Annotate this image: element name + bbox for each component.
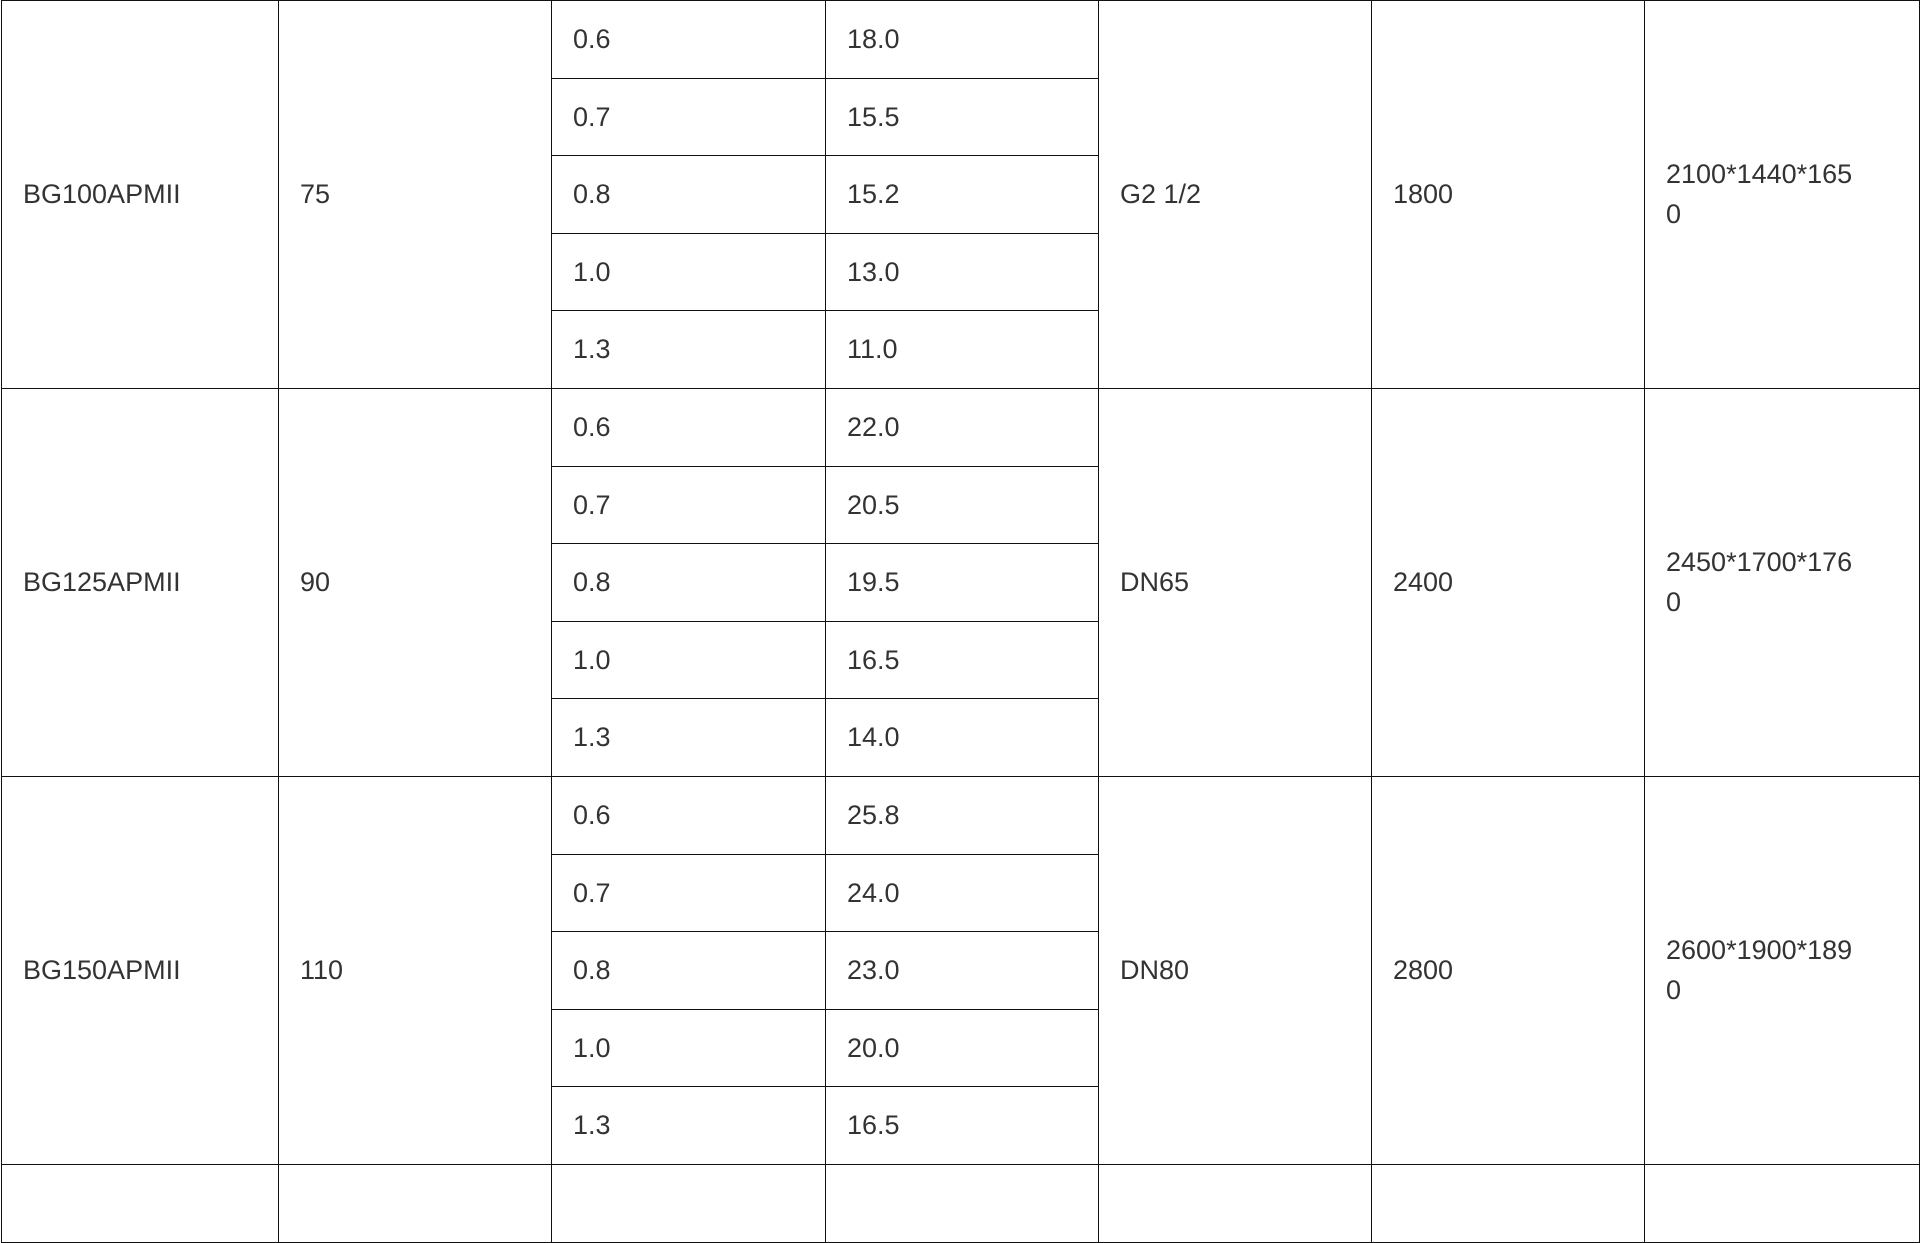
pressure-cell: 1.3 bbox=[551, 698, 826, 777]
flow-cell: 19.5 bbox=[825, 543, 1099, 622]
dimensions-cell: 2450*1700*1760 bbox=[1644, 387, 1920, 777]
table-row: 0.8 23.0 bbox=[2, 931, 1920, 1010]
flow-cell: 14.0 bbox=[825, 698, 1099, 777]
table-row: 0.7 20.5 bbox=[2, 465, 1920, 545]
port-cell: DN65 bbox=[1098, 387, 1372, 777]
empty-cell bbox=[1098, 1163, 1372, 1243]
flow-cell: 13.0 bbox=[825, 232, 1099, 312]
dimensions-cell-text: 2450*1700*1760 bbox=[1666, 546, 1853, 618]
table-row: 0.7 15.5 bbox=[2, 77, 1920, 157]
flow-cell: 20.5 bbox=[825, 465, 1099, 545]
dimensions-cell-text: 2600*1900*1890 bbox=[1666, 934, 1853, 1006]
pressure-cell: 0.7 bbox=[551, 465, 826, 545]
pressure-cell: 0.8 bbox=[551, 543, 826, 622]
port-cell: G2 1/2 bbox=[1098, 0, 1372, 389]
empty-cell bbox=[1, 1163, 279, 1243]
flow-cell: 16.5 bbox=[825, 1086, 1099, 1165]
capacity-cell: 110 bbox=[278, 775, 552, 1165]
flow-cell: 18.0 bbox=[825, 0, 1099, 79]
model-cell: BG125APMII bbox=[1, 387, 279, 777]
pressure-cell: 0.7 bbox=[551, 853, 826, 933]
table-row: 1.3 14.0 bbox=[2, 698, 1920, 777]
weight-cell: 1800 bbox=[1371, 0, 1645, 389]
table-row: BG125APMII 90 0.6 22.0 DN65 2400 2450*1700*176… bbox=[1, 387, 1920, 777]
flow-cell: 15.2 bbox=[825, 155, 1099, 234]
pressure-cell: 0.8 bbox=[551, 155, 826, 234]
empty-cell bbox=[278, 1163, 552, 1243]
table-row: 1.0 13.0 bbox=[2, 232, 1920, 312]
table-row: 1.3 16.5 bbox=[2, 1086, 1920, 1165]
port-cell: DN80 bbox=[1098, 775, 1372, 1165]
table-row: 0.7 24.0 bbox=[2, 853, 1920, 933]
table-row-partial bbox=[1, 1163, 1920, 1243]
flow-cell: 11.0 bbox=[825, 310, 1099, 389]
empty-cell bbox=[1371, 1163, 1645, 1243]
empty-cell bbox=[1644, 1163, 1920, 1243]
pressure-cell: 0.8 bbox=[551, 931, 826, 1010]
dimensions-cell: 2600*1900*1890 bbox=[1644, 775, 1920, 1165]
capacity-cell: 75 bbox=[278, 0, 552, 389]
flow-cell: 22.0 bbox=[825, 387, 1099, 467]
pressure-cell: 1.0 bbox=[551, 1008, 826, 1088]
flow-cell: 24.0 bbox=[825, 853, 1099, 933]
table-row: 1.0 16.5 bbox=[2, 620, 1920, 700]
flow-cell: 20.0 bbox=[825, 1008, 1099, 1088]
flow-cell: 16.5 bbox=[825, 620, 1099, 700]
table-row: BG100APMII 75 0.6 18.0 G2 1/2 1800 2100*1440*1… bbox=[1, 0, 1920, 389]
pressure-cell: 1.3 bbox=[551, 1086, 826, 1165]
table-row: 1.3 11.0 bbox=[2, 310, 1920, 389]
pressure-cell: 0.6 bbox=[551, 0, 826, 79]
model-cell: BG150APMII bbox=[1, 775, 279, 1165]
empty-cell bbox=[825, 1163, 1099, 1243]
flow-cell: 15.5 bbox=[825, 77, 1099, 157]
dimensions-cell-text: 2100*1440*1650 bbox=[1666, 158, 1853, 230]
pressure-cell: 0.7 bbox=[551, 77, 826, 157]
pressure-cell: 1.0 bbox=[551, 620, 826, 700]
capacity-cell: 90 bbox=[278, 387, 552, 777]
model-cell: BG100APMII bbox=[1, 0, 279, 389]
table-row: 1.0 20.0 bbox=[2, 1008, 1920, 1088]
pressure-cell: 1.0 bbox=[551, 232, 826, 312]
pressure-cell: 1.3 bbox=[551, 310, 826, 389]
pressure-cell: 0.6 bbox=[551, 775, 826, 855]
flow-cell: 23.0 bbox=[825, 931, 1099, 1010]
table-row: BG150APMII 110 0.6 25.8 DN80 2800 2600*1900*18… bbox=[1, 775, 1920, 1165]
weight-cell: 2800 bbox=[1371, 775, 1645, 1165]
empty-cell bbox=[551, 1163, 826, 1243]
flow-cell: 25.8 bbox=[825, 775, 1099, 855]
pressure-cell: 0.6 bbox=[551, 387, 826, 467]
table-row: 0.8 19.5 bbox=[2, 543, 1920, 622]
dimensions-cell: 2100*1440*1650 bbox=[1644, 0, 1920, 389]
weight-cell: 2400 bbox=[1371, 387, 1645, 777]
